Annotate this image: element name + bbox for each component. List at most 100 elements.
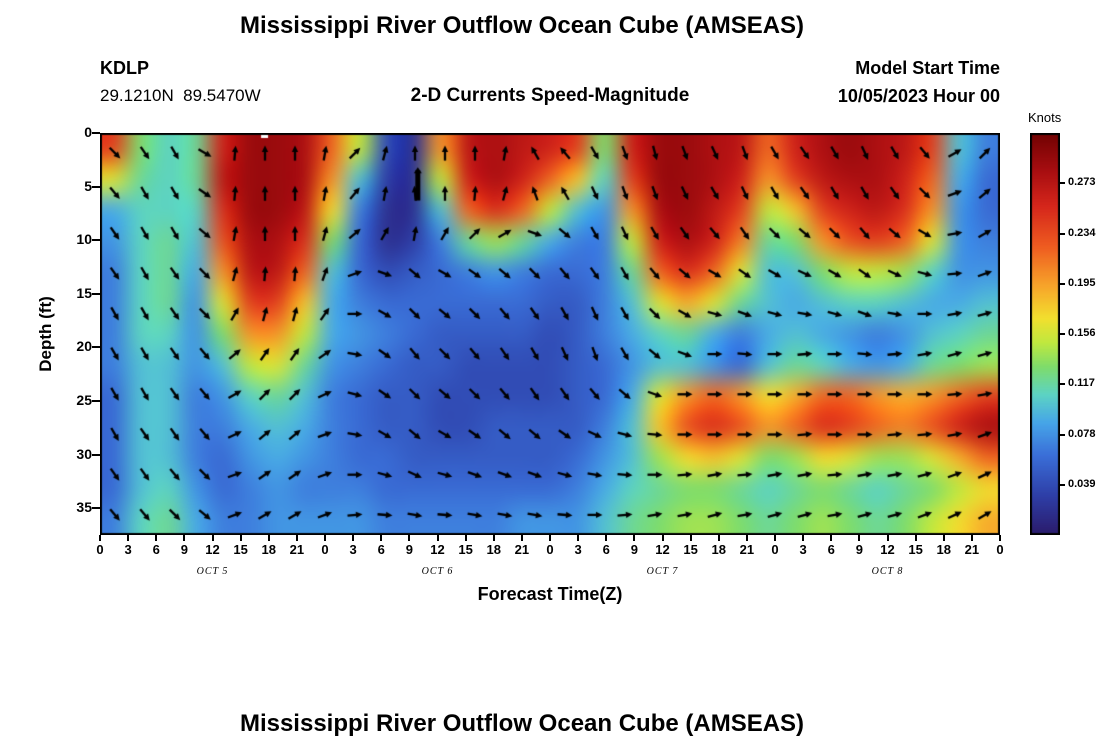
x-axis-day-label: OCT 5 — [196, 566, 229, 577]
x-tick-label: 9 — [180, 542, 188, 557]
x-tick-mark — [774, 535, 776, 541]
x-tick-mark — [239, 535, 242, 541]
plot-subtitle: 2-D Currents Speed-Magnitude — [410, 85, 690, 106]
colorbar-tick-label: 0.039 — [1068, 477, 1096, 490]
x-tick-label: 18 — [711, 542, 726, 557]
x-tick-label: 0 — [96, 542, 104, 557]
colorbar-tick-mark — [1060, 232, 1065, 235]
x-tick-label: 15 — [683, 542, 698, 557]
x-tick-label: 21 — [739, 542, 755, 557]
y-tick-label: 30 — [76, 445, 92, 462]
y-tick-label: 35 — [76, 499, 92, 516]
x-axis-day-label: OCT 8 — [871, 566, 904, 577]
x-tick-mark — [352, 535, 355, 541]
x-tick-mark — [267, 535, 270, 541]
figure-title: Mississippi River Outflow Ocean Cube (AM… — [239, 12, 805, 39]
x-tick-mark — [914, 535, 917, 541]
colorbar-tick-mark — [1060, 333, 1065, 335]
y-tick-mark — [92, 453, 100, 456]
x-tick-label: 6 — [602, 542, 610, 557]
x-tick-label: 6 — [377, 542, 385, 557]
x-tick-label: 15 — [908, 542, 923, 557]
x-tick-label: 9 — [405, 542, 413, 557]
x-tick-label: 6 — [827, 542, 835, 557]
y-tick-mark — [92, 132, 100, 134]
colorbar-tick-label: 0.078 — [1068, 427, 1096, 440]
x-tick-label: 12 — [205, 542, 220, 557]
x-tick-mark — [127, 535, 130, 541]
x-tick-label: 12 — [880, 542, 895, 557]
y-tick-label: 15 — [76, 284, 92, 301]
x-tick-mark — [295, 535, 298, 541]
x-tick-label: 9 — [630, 542, 638, 557]
x-tick-mark — [858, 535, 861, 541]
x-tick-label: 3 — [124, 542, 132, 557]
x-tick-mark — [211, 535, 214, 541]
model-start-time-value: 10/05/2023 Hour 00 — [837, 86, 1000, 106]
x-tick-mark — [745, 535, 748, 541]
colorbar-tick-mark — [1060, 182, 1065, 185]
x-tick-mark — [464, 535, 467, 541]
x-tick-label: 0 — [546, 542, 554, 557]
y-tick-mark — [92, 507, 100, 510]
x-tick-mark — [633, 535, 636, 541]
x-tick-label: 21 — [289, 542, 305, 557]
y-tick-mark — [92, 400, 100, 402]
x-tick-mark — [549, 535, 551, 541]
x-tick-mark — [830, 535, 833, 541]
y-tick-label: 0 — [84, 124, 92, 140]
colorbar-tick-label: 0.273 — [1068, 176, 1096, 189]
x-tick-label: 0 — [996, 542, 1004, 557]
x-tick-label: 9 — [855, 542, 863, 557]
station-id: KDLP — [100, 58, 149, 78]
y-tick-label: 25 — [76, 392, 92, 408]
x-tick-mark — [802, 535, 805, 541]
x-tick-mark — [183, 535, 186, 541]
y-tick-mark — [92, 239, 100, 242]
x-tick-label: 18 — [486, 542, 501, 557]
colorbar-tick-mark — [1060, 282, 1065, 285]
y-tick-label: 20 — [76, 338, 92, 355]
x-tick-label: 18 — [261, 542, 276, 557]
x-tick-mark — [717, 535, 720, 541]
second-panel-title: Mississippi River Outflow Ocean Cube (AM… — [239, 710, 805, 737]
x-tick-mark — [492, 535, 495, 541]
x-tick-label: 0 — [321, 542, 329, 557]
x-tick-mark — [577, 535, 580, 541]
colorbar-tick-mark — [1060, 483, 1065, 486]
colorbar-canvas — [1030, 133, 1060, 535]
x-tick-label: 3 — [799, 542, 807, 557]
x-axis-day-label: OCT 7 — [646, 566, 679, 577]
x-tick-label: 21 — [514, 542, 530, 557]
x-axis-day-label: OCT 6 — [421, 566, 454, 577]
x-tick-mark — [970, 535, 973, 541]
x-tick-mark — [436, 535, 439, 541]
x-tick-mark — [886, 535, 889, 541]
x-tick-label: 15 — [458, 542, 473, 557]
y-tick-label: 5 — [84, 177, 92, 194]
x-tick-mark — [99, 535, 101, 541]
x-tick-mark — [942, 535, 945, 541]
heatmap-canvas — [100, 133, 1000, 535]
colorbar-tick-label: 0.117 — [1068, 377, 1095, 390]
y-axis-title: Depth (ft) — [36, 296, 55, 372]
x-tick-mark — [380, 535, 383, 541]
x-tick-mark — [324, 535, 326, 541]
x-tick-label: 0 — [771, 542, 779, 557]
x-tick-label: 15 — [233, 542, 248, 557]
x-tick-label: 21 — [964, 542, 980, 557]
colorbar-tick-label: 0.156 — [1068, 327, 1096, 339]
model-start-time-label: Model Start Time — [855, 58, 1000, 78]
x-tick-mark — [661, 535, 664, 541]
x-tick-label: 12 — [655, 542, 670, 557]
colorbar-tick-label: 0.234 — [1068, 226, 1096, 239]
x-tick-mark — [605, 535, 608, 541]
y-tick-label: 10 — [76, 231, 92, 248]
station-coordinates: 29.1210N 89.5470W — [100, 86, 261, 105]
x-tick-label: 3 — [574, 542, 582, 557]
x-tick-mark — [155, 535, 158, 541]
x-tick-mark — [689, 535, 692, 541]
x-tick-label: 12 — [430, 542, 445, 557]
colorbar-tick-mark — [1060, 433, 1065, 436]
